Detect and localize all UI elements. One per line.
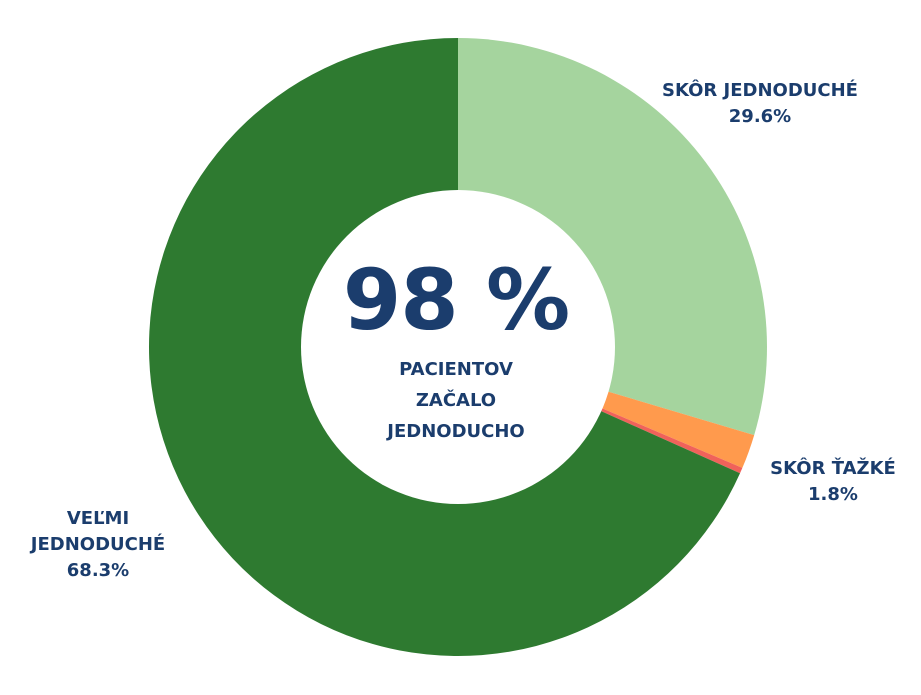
slice-name: SKÔR JEDNODUCHÉ (662, 80, 858, 101)
slice-label-skor-tazke: SKÔR ŤAŽKÉ 1.8% (738, 456, 921, 508)
donut-hole (301, 190, 615, 504)
slice-percent: 68.3% (66, 560, 130, 581)
center-value: 98 % (342, 251, 570, 349)
center-caption: PACIENTOV ZAČALO JEDNODUCHO (387, 359, 525, 442)
slice-percent: 1.8% (808, 484, 858, 505)
slice-percent: 29.6% (728, 106, 792, 127)
donut-center: 98 % PACIENTOV ZAČALO JEDNODUCHO (300, 250, 612, 447)
slice-label-skor-jednoduche: SKÔR JEDNODUCHÉ 29.6% (640, 78, 880, 130)
slice-name: SKÔR ŤAŽKÉ (770, 458, 896, 479)
slice-name: VEĽMI JEDNODUCHÉ (30, 508, 166, 555)
slice-label-velmi-jednoduche: VEĽMI JEDNODUCHÉ 68.3% (8, 506, 188, 584)
